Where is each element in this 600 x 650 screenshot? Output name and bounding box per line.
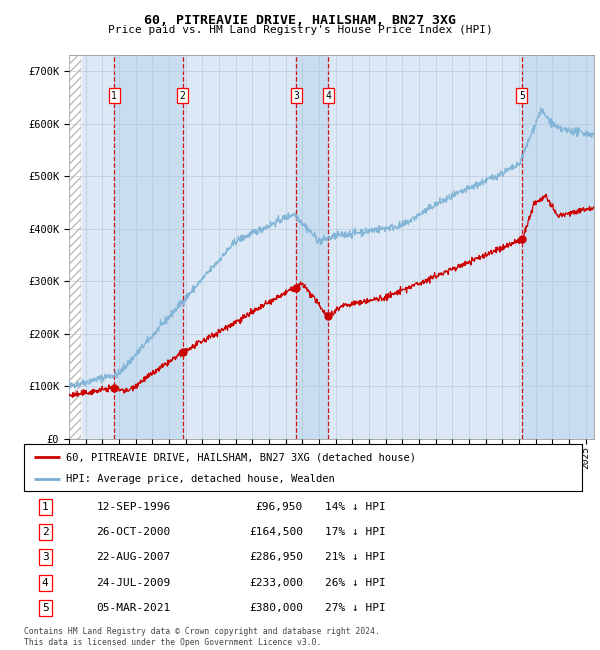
Text: £164,500: £164,500 xyxy=(249,527,303,537)
Text: 26% ↓ HPI: 26% ↓ HPI xyxy=(325,578,386,588)
Text: 3: 3 xyxy=(293,90,299,101)
Text: £233,000: £233,000 xyxy=(249,578,303,588)
Text: 2: 2 xyxy=(42,527,49,537)
Text: 4: 4 xyxy=(42,578,49,588)
Text: Price paid vs. HM Land Registry's House Price Index (HPI): Price paid vs. HM Land Registry's House … xyxy=(107,25,493,35)
Bar xyxy=(69,55,80,439)
Text: £380,000: £380,000 xyxy=(249,603,303,613)
Text: 5: 5 xyxy=(42,603,49,613)
Text: 60, PITREAVIE DRIVE, HAILSHAM, BN27 3XG (detached house): 60, PITREAVIE DRIVE, HAILSHAM, BN27 3XG … xyxy=(66,452,416,462)
Text: 26-OCT-2000: 26-OCT-2000 xyxy=(97,527,171,537)
Text: 22-AUG-2007: 22-AUG-2007 xyxy=(97,552,171,562)
Bar xyxy=(114,55,182,439)
Text: 1: 1 xyxy=(42,502,49,512)
Text: 21% ↓ HPI: 21% ↓ HPI xyxy=(325,552,386,562)
Text: 1: 1 xyxy=(111,90,117,101)
Text: 2: 2 xyxy=(180,90,185,101)
Bar xyxy=(522,55,594,439)
Text: 60, PITREAVIE DRIVE, HAILSHAM, BN27 3XG: 60, PITREAVIE DRIVE, HAILSHAM, BN27 3XG xyxy=(144,14,456,27)
Bar xyxy=(296,55,328,439)
Text: 5: 5 xyxy=(519,90,525,101)
Text: £286,950: £286,950 xyxy=(249,552,303,562)
Text: 24-JUL-2009: 24-JUL-2009 xyxy=(97,578,171,588)
Text: £96,950: £96,950 xyxy=(256,502,303,512)
Text: Contains HM Land Registry data © Crown copyright and database right 2024.
This d: Contains HM Land Registry data © Crown c… xyxy=(24,627,380,647)
Text: 12-SEP-1996: 12-SEP-1996 xyxy=(97,502,171,512)
Text: 3: 3 xyxy=(42,552,49,562)
Text: 17% ↓ HPI: 17% ↓ HPI xyxy=(325,527,386,537)
Text: 27% ↓ HPI: 27% ↓ HPI xyxy=(325,603,386,613)
Text: 4: 4 xyxy=(325,90,331,101)
Text: 14% ↓ HPI: 14% ↓ HPI xyxy=(325,502,386,512)
Text: 05-MAR-2021: 05-MAR-2021 xyxy=(97,603,171,613)
Text: HPI: Average price, detached house, Wealden: HPI: Average price, detached house, Weal… xyxy=(66,474,335,484)
